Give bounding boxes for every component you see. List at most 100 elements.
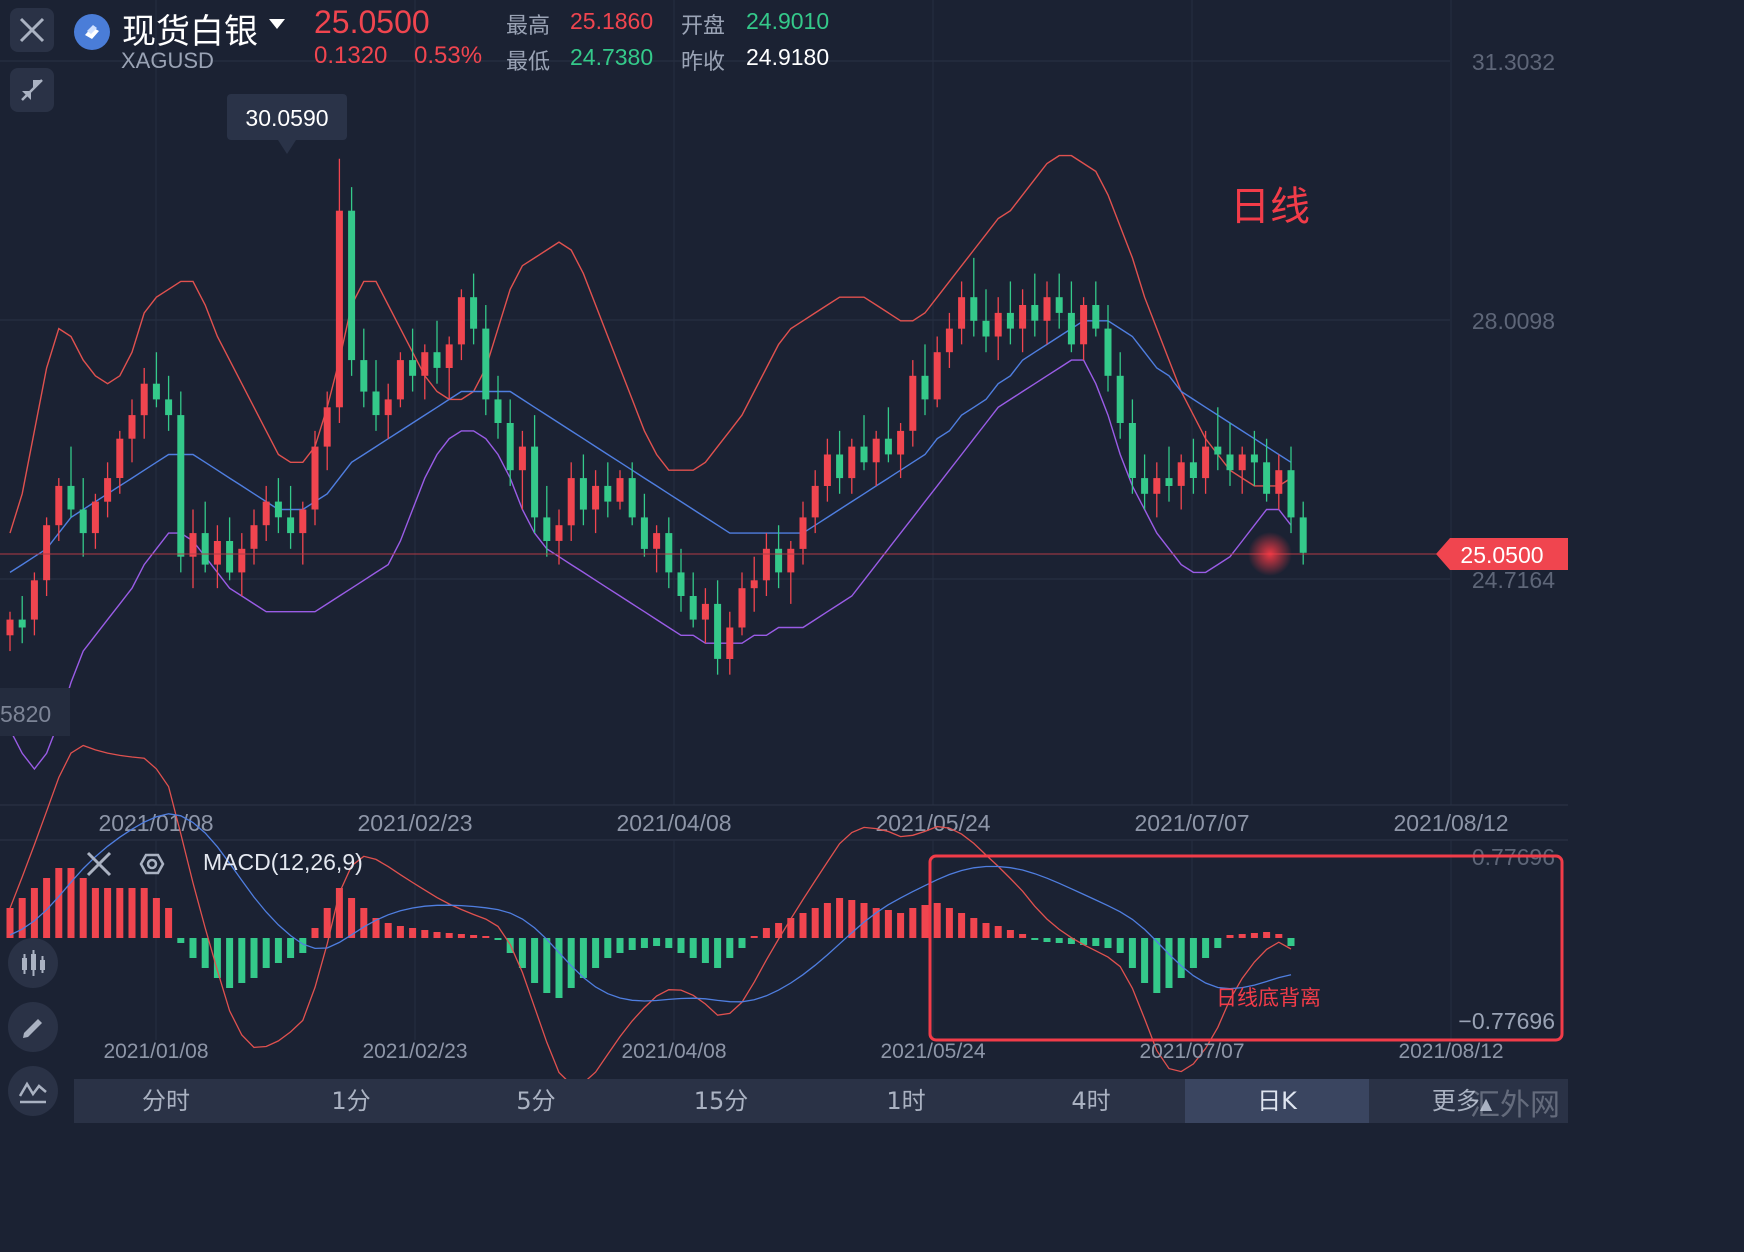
macd-bar: [762, 928, 770, 938]
macd-bar: [677, 938, 685, 953]
candlestick-button[interactable]: [8, 938, 58, 988]
candle: [213, 525, 221, 589]
macd-close-icon[interactable]: [86, 851, 112, 877]
candle-body: [262, 501, 270, 526]
candle-body: [799, 517, 807, 549]
macd-bar: [299, 938, 307, 953]
macd-bar: [604, 938, 612, 958]
x-tick: 2021/01/08: [98, 810, 213, 836]
macd-bar: [1141, 938, 1149, 983]
candle: [457, 289, 465, 361]
instrument-title[interactable]: 现货白银: [122, 12, 258, 52]
candle-body: [1043, 297, 1051, 321]
candle-body: [311, 446, 319, 510]
candle-body: [555, 525, 563, 541]
candle: [592, 470, 600, 534]
open-value: 24.9010: [746, 8, 830, 34]
candle-body: [213, 541, 221, 565]
macd-bar: [311, 928, 319, 938]
macd-bar: [933, 903, 941, 938]
macd-bar: [1153, 938, 1161, 993]
boll-lower-line: [9, 359, 1292, 771]
candle: [970, 257, 978, 337]
pencil-icon: [23, 1019, 42, 1038]
candle: [714, 580, 722, 675]
tab-4h[interactable]: 4时: [1071, 1087, 1111, 1115]
candle-body: [457, 297, 465, 345]
tab-more[interactable]: 更多▲: [1370, 1079, 1554, 1123]
candle: [226, 517, 234, 581]
draw-button[interactable]: [8, 1002, 58, 1052]
candle: [165, 375, 173, 431]
macd-bar: [384, 923, 392, 938]
candle: [421, 344, 429, 400]
macd-bar: [579, 938, 587, 978]
candle: [311, 430, 319, 526]
macd-bar: [396, 926, 404, 938]
candlestick-chart[interactable]: 日线 30.0590 25.0500 31.3032 28.0098 24.71…: [0, 0, 1568, 1126]
candle: [152, 352, 160, 408]
close-button[interactable]: [10, 8, 54, 52]
candle: [482, 305, 490, 416]
tab-5m[interactable]: 5分: [516, 1087, 556, 1115]
candle: [884, 407, 892, 463]
candle: [1141, 454, 1149, 510]
macd-bar: [701, 938, 709, 963]
macd-bar: [165, 908, 173, 938]
candle-body: [543, 517, 551, 541]
macd-x-tick: 2021/02/23: [362, 1040, 467, 1063]
tab-daily[interactable]: 日K: [1185, 1079, 1369, 1123]
candle-body: [982, 320, 990, 337]
macd-bar: [1031, 938, 1039, 940]
candle-body: [628, 478, 636, 518]
macd-bar: [43, 878, 51, 938]
macd-bar: [1275, 934, 1283, 938]
candle-body: [1128, 423, 1136, 478]
candle: [726, 611, 734, 675]
chevron-down-icon[interactable]: [268, 18, 286, 30]
boll-upper-line: [9, 154, 1292, 534]
candle-body: [43, 525, 51, 581]
candle-body: [1153, 478, 1161, 494]
macd-bar: [262, 938, 270, 968]
macd-bar: [994, 926, 1002, 938]
x-tick: 2021/08/12: [1393, 810, 1508, 836]
candle: [348, 187, 356, 376]
candle: [1275, 454, 1283, 510]
candle-body: [177, 415, 185, 557]
tab-15m[interactable]: 15分: [693, 1087, 749, 1115]
candle: [238, 533, 246, 597]
candle: [604, 462, 612, 518]
indicator-button[interactable]: [8, 1066, 58, 1116]
macd-bar: [1238, 934, 1246, 938]
macd-bar: [140, 888, 148, 938]
macd-bar: [836, 898, 844, 938]
candle: [1043, 281, 1051, 345]
macd-bar: [543, 938, 551, 993]
candle: [775, 525, 783, 589]
candle-body: [726, 627, 734, 659]
macd-bar: [250, 938, 258, 978]
macd-bar: [1080, 938, 1088, 945]
candle-body: [372, 391, 380, 416]
gear-icon[interactable]: [139, 853, 165, 875]
candle: [1226, 423, 1234, 486]
candle-body: [1250, 454, 1258, 463]
macd-bar: [970, 918, 978, 938]
candle: [262, 485, 270, 541]
candle-body: [433, 352, 441, 368]
candle-body: [823, 454, 831, 486]
candle: [43, 517, 51, 597]
candle: [531, 415, 539, 534]
candle-body: [1019, 305, 1027, 329]
candle-body: [226, 541, 234, 573]
candle-body: [945, 328, 953, 353]
macd-bar: [860, 903, 868, 938]
collapse-button[interactable]: [10, 68, 54, 112]
tab-1min-chart[interactable]: 分时: [142, 1087, 190, 1115]
tab-1h[interactable]: 1时: [886, 1087, 926, 1115]
candle: [433, 320, 441, 384]
tab-1m[interactable]: 1分: [331, 1087, 371, 1115]
candle: [897, 423, 905, 479]
macd-bar: [1055, 938, 1063, 943]
